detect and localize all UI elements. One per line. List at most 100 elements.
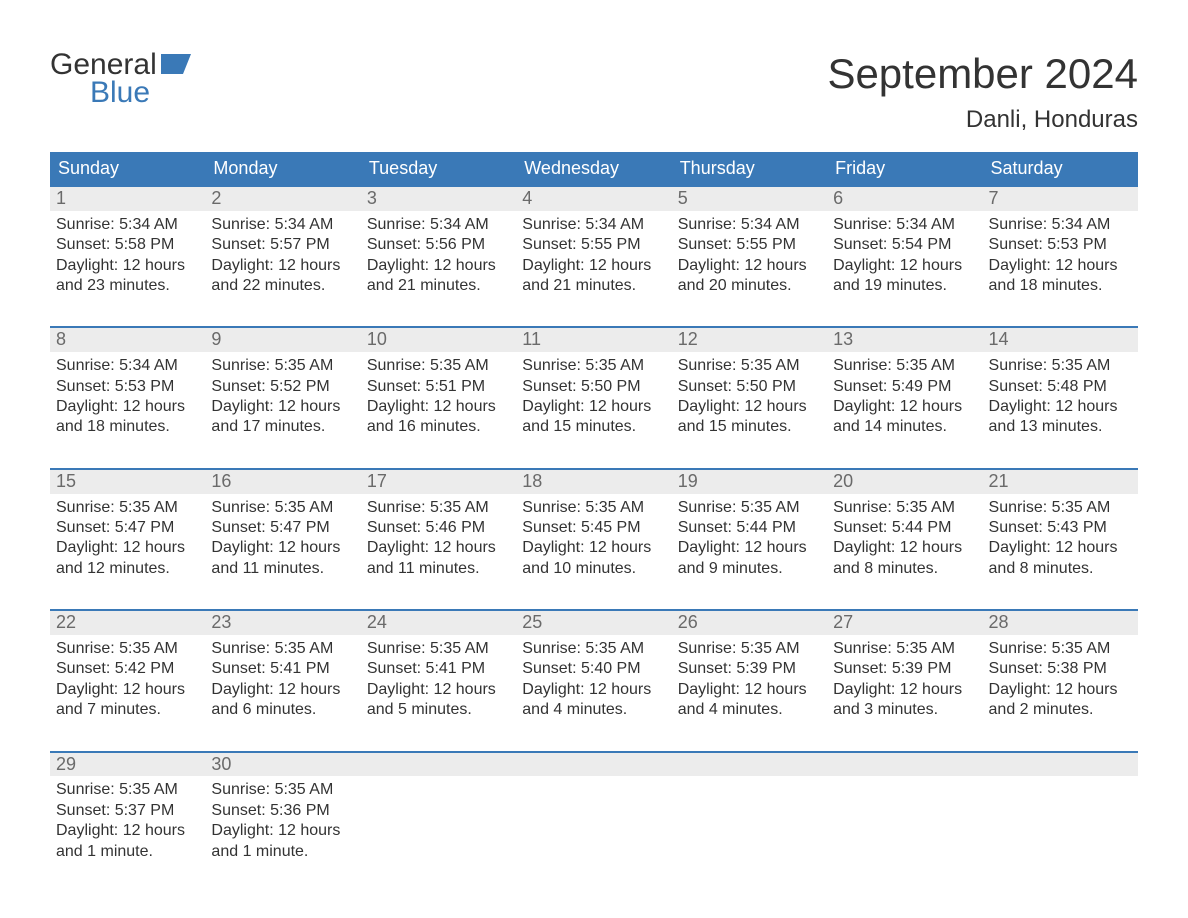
day-details: Sunrise: 5:35 AMSunset: 5:44 PMDaylight:…	[672, 494, 827, 586]
day-details: Sunrise: 5:35 AMSunset: 5:39 PMDaylight:…	[672, 635, 827, 727]
day-details: Sunrise: 5:35 AMSunset: 5:37 PMDaylight:…	[50, 776, 205, 868]
calendar-day: 25Sunrise: 5:35 AMSunset: 5:40 PMDayligh…	[516, 611, 671, 726]
daylight-text: Daylight: 12 hours and 16 minutes.	[367, 397, 510, 438]
sunrise-text: Sunrise: 5:35 AM	[833, 498, 976, 518]
day-number: 16	[205, 470, 360, 494]
calendar-day	[516, 753, 671, 868]
daylight-text: Daylight: 12 hours and 19 minutes.	[833, 256, 976, 297]
day-number: 4	[516, 187, 671, 211]
sunrise-text: Sunrise: 5:34 AM	[367, 215, 510, 235]
calendar-day: 23Sunrise: 5:35 AMSunset: 5:41 PMDayligh…	[205, 611, 360, 726]
sunrise-text: Sunrise: 5:35 AM	[367, 356, 510, 376]
dow-friday: Friday	[827, 152, 982, 185]
daylight-text: Daylight: 12 hours and 13 minutes.	[989, 397, 1132, 438]
calendar-week: 22Sunrise: 5:35 AMSunset: 5:42 PMDayligh…	[50, 609, 1138, 726]
calendar-day: 30Sunrise: 5:35 AMSunset: 5:36 PMDayligh…	[205, 753, 360, 868]
sunset-text: Sunset: 5:55 PM	[678, 235, 821, 255]
daylight-text: Daylight: 12 hours and 15 minutes.	[522, 397, 665, 438]
day-number: 7	[983, 187, 1138, 211]
sunrise-text: Sunrise: 5:35 AM	[56, 780, 199, 800]
day-details: Sunrise: 5:35 AMSunset: 5:41 PMDaylight:…	[361, 635, 516, 727]
sunrise-text: Sunrise: 5:35 AM	[522, 639, 665, 659]
sunset-text: Sunset: 5:52 PM	[211, 377, 354, 397]
day-number: 9	[205, 328, 360, 352]
day-details: Sunrise: 5:35 AMSunset: 5:51 PMDaylight:…	[361, 352, 516, 444]
header: General Blue September 2024 Danli, Hondu…	[50, 50, 1138, 134]
calendar-day: 18Sunrise: 5:35 AMSunset: 5:45 PMDayligh…	[516, 470, 671, 585]
day-number: 11	[516, 328, 671, 352]
sunrise-text: Sunrise: 5:34 AM	[678, 215, 821, 235]
day-number: 26	[672, 611, 827, 635]
sunrise-text: Sunrise: 5:34 AM	[56, 215, 199, 235]
sunrise-text: Sunrise: 5:34 AM	[56, 356, 199, 376]
day-details: Sunrise: 5:34 AMSunset: 5:57 PMDaylight:…	[205, 211, 360, 303]
daylight-text: Daylight: 12 hours and 1 minute.	[56, 821, 199, 862]
dow-wednesday: Wednesday	[516, 152, 671, 185]
dow-monday: Monday	[205, 152, 360, 185]
day-number: 15	[50, 470, 205, 494]
day-details: Sunrise: 5:34 AMSunset: 5:53 PMDaylight:…	[983, 211, 1138, 303]
calendar-day: 17Sunrise: 5:35 AMSunset: 5:46 PMDayligh…	[361, 470, 516, 585]
sunset-text: Sunset: 5:50 PM	[678, 377, 821, 397]
day-number: 2	[205, 187, 360, 211]
title-block: September 2024 Danli, Honduras	[827, 50, 1138, 134]
calendar-day: 5Sunrise: 5:34 AMSunset: 5:55 PMDaylight…	[672, 187, 827, 302]
calendar-day	[827, 753, 982, 868]
logo-text-blue: Blue	[90, 78, 191, 108]
location-label: Danli, Honduras	[827, 106, 1138, 134]
daylight-text: Daylight: 12 hours and 22 minutes.	[211, 256, 354, 297]
sunset-text: Sunset: 5:57 PM	[211, 235, 354, 255]
calendar-day	[983, 753, 1138, 868]
daylight-text: Daylight: 12 hours and 17 minutes.	[211, 397, 354, 438]
calendar-day: 19Sunrise: 5:35 AMSunset: 5:44 PMDayligh…	[672, 470, 827, 585]
sunset-text: Sunset: 5:41 PM	[211, 659, 354, 679]
sunrise-text: Sunrise: 5:34 AM	[833, 215, 976, 235]
sunrise-text: Sunrise: 5:35 AM	[989, 498, 1132, 518]
day-details: Sunrise: 5:35 AMSunset: 5:43 PMDaylight:…	[983, 494, 1138, 586]
calendar-day: 3Sunrise: 5:34 AMSunset: 5:56 PMDaylight…	[361, 187, 516, 302]
sunset-text: Sunset: 5:51 PM	[367, 377, 510, 397]
sunrise-text: Sunrise: 5:35 AM	[211, 356, 354, 376]
sunrise-text: Sunrise: 5:34 AM	[522, 215, 665, 235]
day-details: Sunrise: 5:34 AMSunset: 5:53 PMDaylight:…	[50, 352, 205, 444]
sunset-text: Sunset: 5:43 PM	[989, 518, 1132, 538]
day-number: 8	[50, 328, 205, 352]
sunrise-text: Sunrise: 5:35 AM	[211, 498, 354, 518]
daylight-text: Daylight: 12 hours and 8 minutes.	[989, 538, 1132, 579]
calendar-day: 16Sunrise: 5:35 AMSunset: 5:47 PMDayligh…	[205, 470, 360, 585]
calendar-day: 13Sunrise: 5:35 AMSunset: 5:49 PMDayligh…	[827, 328, 982, 443]
daylight-text: Daylight: 12 hours and 11 minutes.	[211, 538, 354, 579]
sunrise-text: Sunrise: 5:34 AM	[989, 215, 1132, 235]
day-number: 13	[827, 328, 982, 352]
daylight-text: Daylight: 12 hours and 18 minutes.	[56, 397, 199, 438]
daylight-text: Daylight: 12 hours and 20 minutes.	[678, 256, 821, 297]
sunset-text: Sunset: 5:49 PM	[833, 377, 976, 397]
calendar-day: 22Sunrise: 5:35 AMSunset: 5:42 PMDayligh…	[50, 611, 205, 726]
sunrise-text: Sunrise: 5:35 AM	[989, 356, 1132, 376]
day-number	[516, 753, 671, 777]
day-details: Sunrise: 5:34 AMSunset: 5:56 PMDaylight:…	[361, 211, 516, 303]
calendar-day: 21Sunrise: 5:35 AMSunset: 5:43 PMDayligh…	[983, 470, 1138, 585]
calendar-day	[672, 753, 827, 868]
calendar-day: 12Sunrise: 5:35 AMSunset: 5:50 PMDayligh…	[672, 328, 827, 443]
calendar-day: 28Sunrise: 5:35 AMSunset: 5:38 PMDayligh…	[983, 611, 1138, 726]
sunset-text: Sunset: 5:46 PM	[367, 518, 510, 538]
daylight-text: Daylight: 12 hours and 15 minutes.	[678, 397, 821, 438]
daylight-text: Daylight: 12 hours and 3 minutes.	[833, 680, 976, 721]
day-number: 12	[672, 328, 827, 352]
sunset-text: Sunset: 5:39 PM	[678, 659, 821, 679]
month-title: September 2024	[827, 50, 1138, 98]
day-number: 29	[50, 753, 205, 777]
day-number	[827, 753, 982, 777]
day-number: 20	[827, 470, 982, 494]
daylight-text: Daylight: 12 hours and 4 minutes.	[522, 680, 665, 721]
daylight-text: Daylight: 12 hours and 11 minutes.	[367, 538, 510, 579]
day-number: 23	[205, 611, 360, 635]
dow-thursday: Thursday	[672, 152, 827, 185]
day-number: 17	[361, 470, 516, 494]
sunset-text: Sunset: 5:42 PM	[56, 659, 199, 679]
calendar-day: 27Sunrise: 5:35 AMSunset: 5:39 PMDayligh…	[827, 611, 982, 726]
sunset-text: Sunset: 5:50 PM	[522, 377, 665, 397]
day-details: Sunrise: 5:35 AMSunset: 5:41 PMDaylight:…	[205, 635, 360, 727]
sunset-text: Sunset: 5:58 PM	[56, 235, 199, 255]
